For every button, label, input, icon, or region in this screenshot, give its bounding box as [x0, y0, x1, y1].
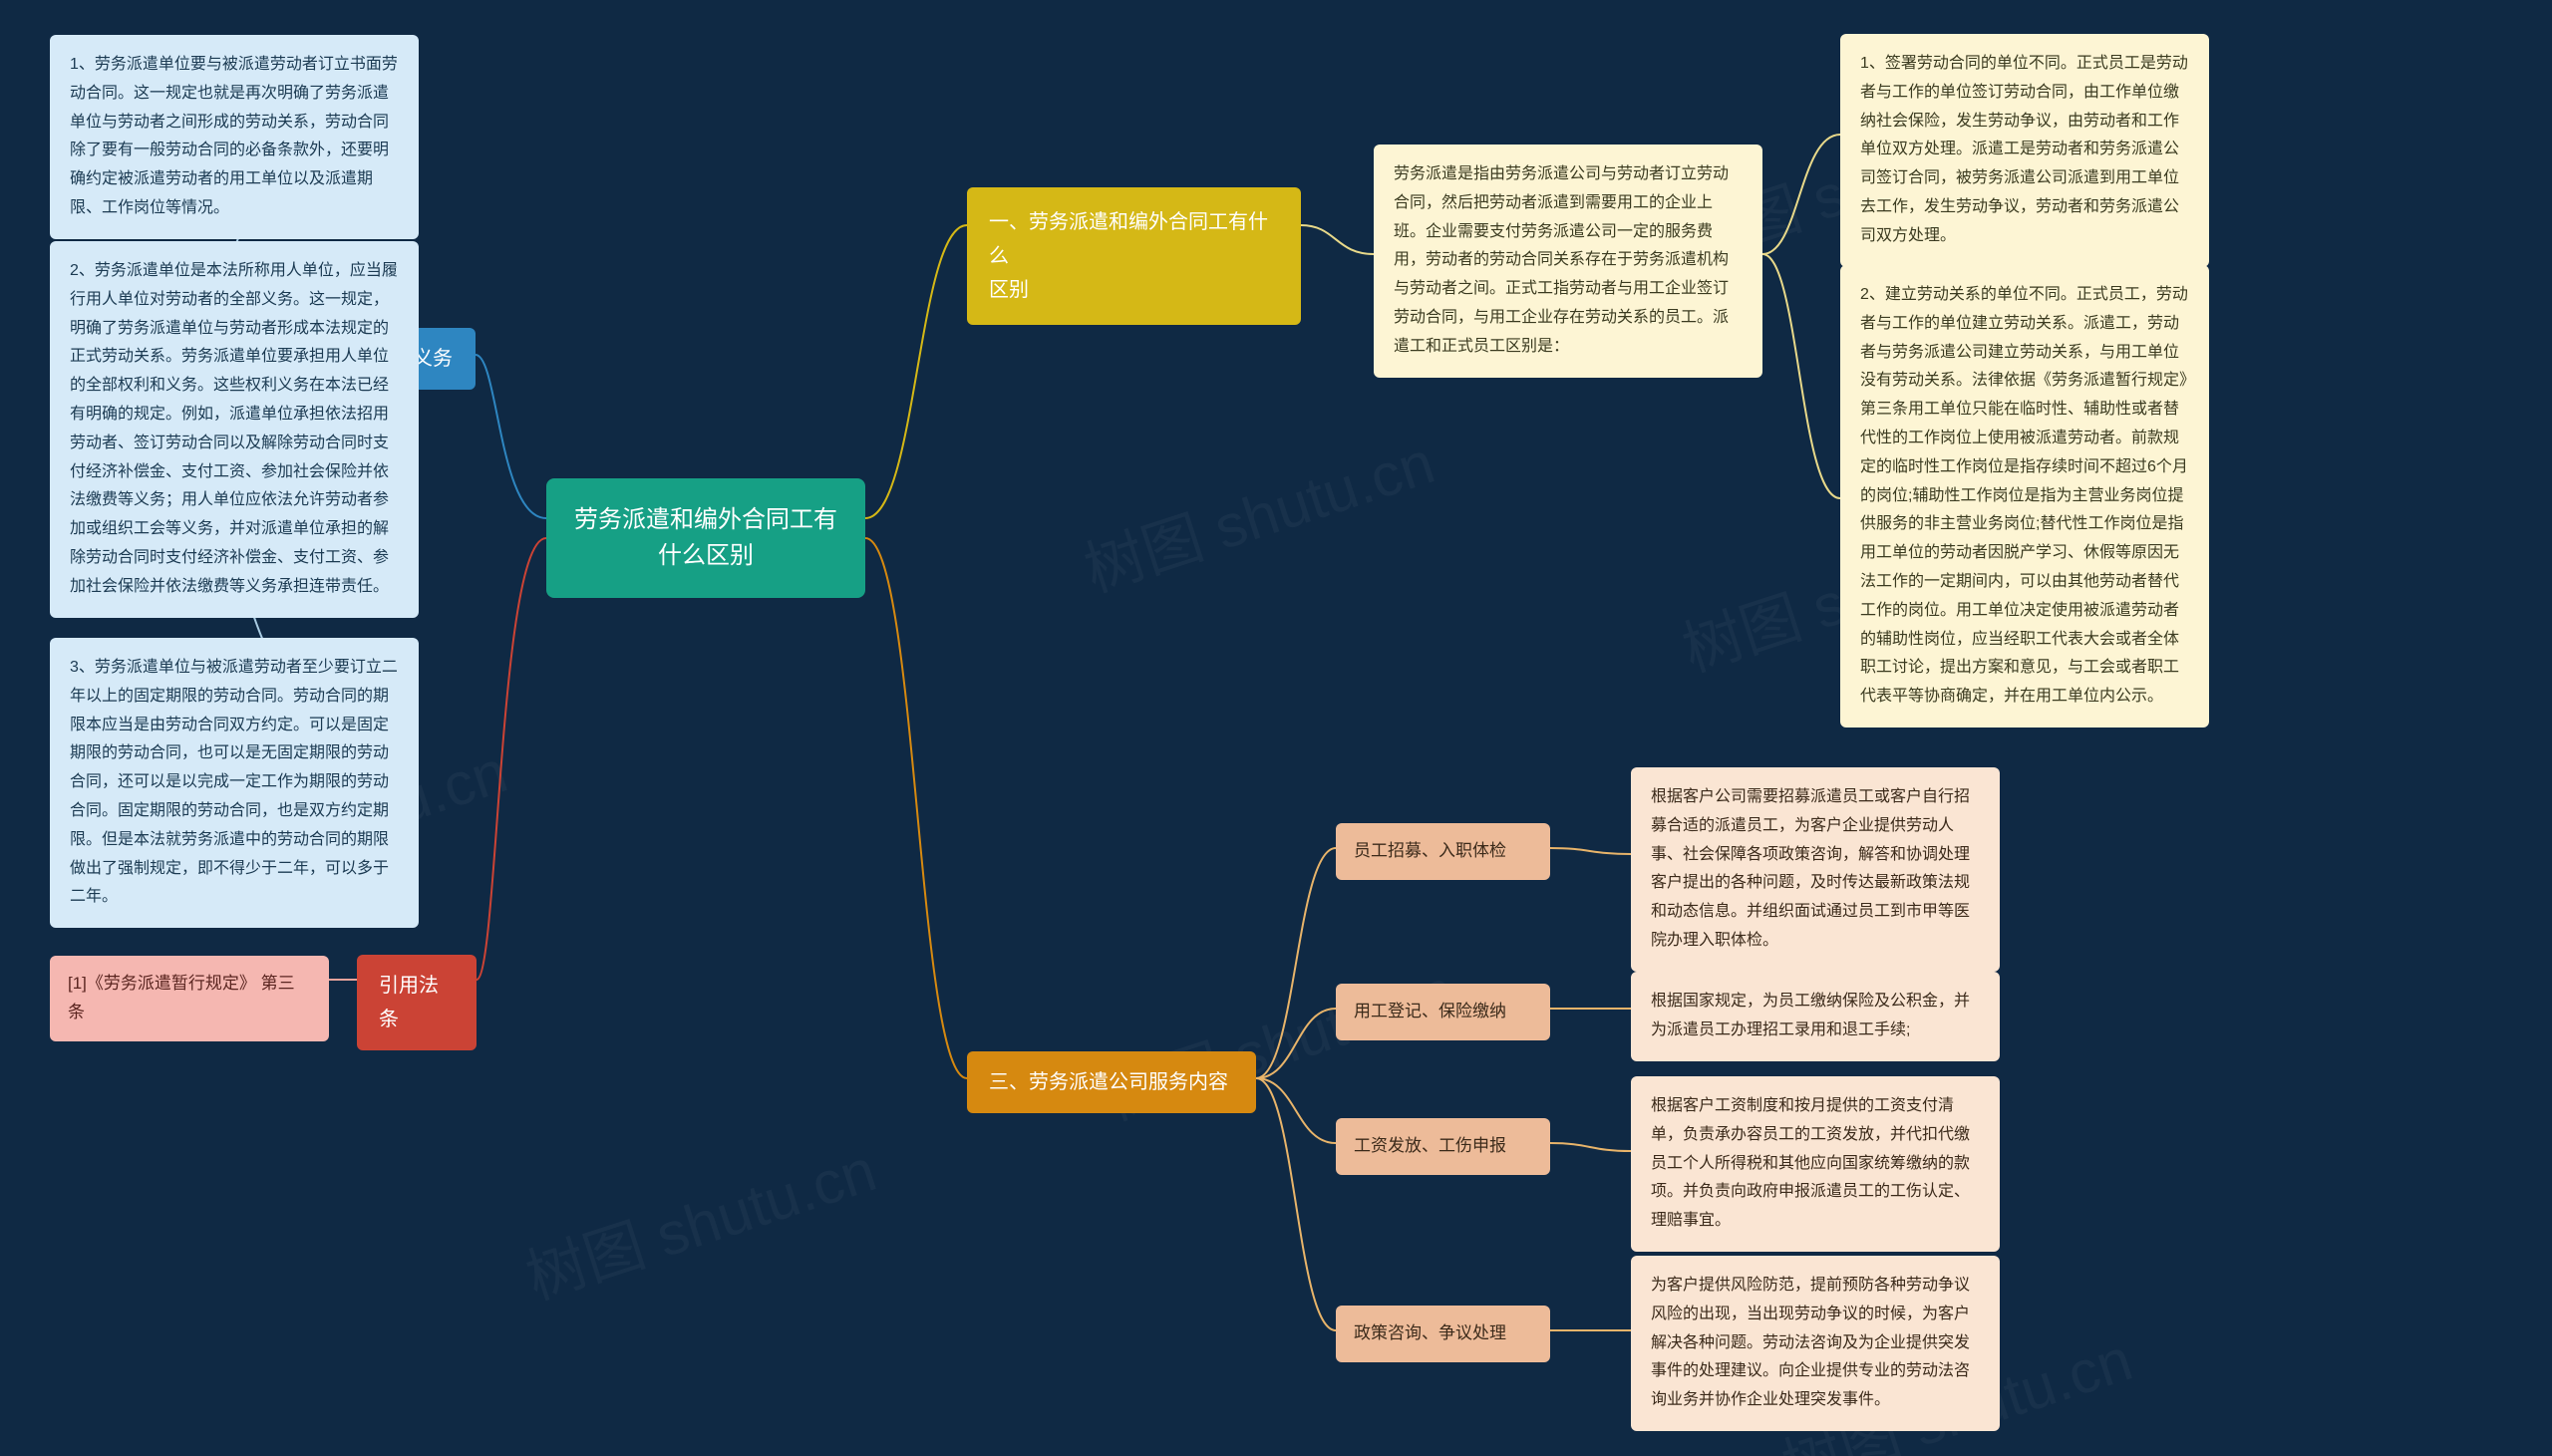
branch-4-detail-text: [1]《劳务派遣暂行规定》 第三条	[68, 974, 295, 1021]
branch-2-child-2: 2、劳务派遣单位是本法所称用人单位，应当履行用人单位对劳动者的全部义务。这一规定…	[50, 241, 419, 618]
branch-3-item-3-label: 工资发放、工伤申报	[1354, 1136, 1506, 1155]
branch-4: 引用法条	[357, 955, 477, 1050]
branch-3-item-2-detail: 根据国家规定，为员工缴纳保险及公积金，并为派遣员工办理招工录用和退工手续;	[1631, 972, 2000, 1061]
branch-2-child-1-text: 1、劳务派遣单位要与被派遣劳动者订立书面劳动合同。这一规定也就是再次明确了劳务派…	[70, 56, 398, 216]
branch-3-item-1-detail: 根据客户公司需要招募派遣员工或客户自行招募合适的派遣员工，为客户企业提供劳动人事…	[1631, 767, 2000, 972]
branch-3-item-4-detail: 为客户提供风险防范，提前预防各种劳动争议风险的出现，当出现劳动争议的时候，为客户…	[1631, 1256, 2000, 1431]
branch-3-item-1-label: 员工招募、入职体检	[1354, 841, 1506, 860]
branch-1-child-2: 2、建立劳动关系的单位不同。正式员工，劳动者与工作的单位建立劳动关系。派遣工，劳…	[1840, 265, 2209, 728]
branch-3-item-3-detail: 根据客户工资制度和按月提供的工资支付清单，负责承办容员工的工资发放，并代扣代缴员…	[1631, 1076, 2000, 1252]
branch-2-child-3-text: 3、劳务派遣单位与被派遣劳动者至少要订立二年以上的固定期限的劳动合同。劳动合同的…	[70, 659, 398, 905]
branch-4-label: 引用法条	[379, 975, 439, 1030]
root-label: 劳务派遣和编外合同工有什么区别	[574, 506, 837, 569]
branch-3-item-1-detail-text: 根据客户公司需要招募派遣员工或客户自行招募合适的派遣员工，为客户企业提供劳动人事…	[1651, 788, 1970, 949]
branch-2-child-1: 1、劳务派遣单位要与被派遣劳动者订立书面劳动合同。这一规定也就是再次明确了劳务派…	[50, 35, 419, 239]
branch-3-label: 三、劳务派遣公司服务内容	[989, 1071, 1228, 1093]
watermark: 树图 shutu.cn	[1072, 415, 1443, 609]
branch-4-detail: [1]《劳务派遣暂行规定》 第三条	[50, 956, 329, 1041]
branch-3-item-3-detail-text: 根据客户工资制度和按月提供的工资支付清单，负责承办容员工的工资发放，并代扣代缴员…	[1651, 1097, 1970, 1229]
watermark: 树图 shutu.cn	[513, 1122, 885, 1316]
branch-1-label: 一、劳务派遣和编外合同工有什么区别	[989, 211, 1268, 301]
branch-3: 三、劳务派遣公司服务内容	[967, 1051, 1256, 1113]
branch-2-child-2-text: 2、劳务派遣单位是本法所称用人单位，应当履行用人单位对劳动者的全部义务。这一规定…	[70, 262, 398, 595]
branch-3-item-4: 政策咨询、争议处理	[1336, 1306, 1550, 1362]
branch-1-detail: 劳务派遣是指由劳务派遣公司与劳动者订立劳动合同，然后把劳动者派遣到需要用工的企业…	[1374, 145, 1762, 378]
branch-1: 一、劳务派遣和编外合同工有什么区别	[967, 187, 1301, 325]
branch-1-child-1-text: 1、签署劳动合同的单位不同。正式员工是劳动者与工作的单位签订劳动合同，由工作单位…	[1860, 55, 2188, 244]
root-node: 劳务派遣和编外合同工有什么区别	[546, 478, 865, 598]
branch-2-child-3: 3、劳务派遣单位与被派遣劳动者至少要订立二年以上的固定期限的劳动合同。劳动合同的…	[50, 638, 419, 928]
branch-3-item-2-label: 用工登记、保险缴纳	[1354, 1002, 1506, 1020]
branch-3-item-1: 员工招募、入职体检	[1336, 823, 1550, 880]
branch-3-item-3: 工资发放、工伤申报	[1336, 1118, 1550, 1175]
branch-3-item-2-detail-text: 根据国家规定，为员工缴纳保险及公积金，并为派遣员工办理招工录用和退工手续;	[1651, 993, 1970, 1038]
branch-1-child-2-text: 2、建立劳动关系的单位不同。正式员工，劳动者与工作的单位建立劳动关系。派遣工，劳…	[1860, 286, 2188, 705]
branch-1-detail-text: 劳务派遣是指由劳务派遣公司与劳动者订立劳动合同，然后把劳动者派遣到需要用工的企业…	[1394, 165, 1729, 355]
branch-3-item-2: 用工登记、保险缴纳	[1336, 984, 1550, 1040]
branch-1-child-1: 1、签署劳动合同的单位不同。正式员工是劳动者与工作的单位签订劳动合同，由工作单位…	[1840, 34, 2209, 267]
branch-3-item-4-detail-text: 为客户提供风险防范，提前预防各种劳动争议风险的出现，当出现劳动争议的时候，为客户…	[1651, 1277, 1970, 1408]
branch-3-item-4-label: 政策咨询、争议处理	[1354, 1323, 1506, 1342]
